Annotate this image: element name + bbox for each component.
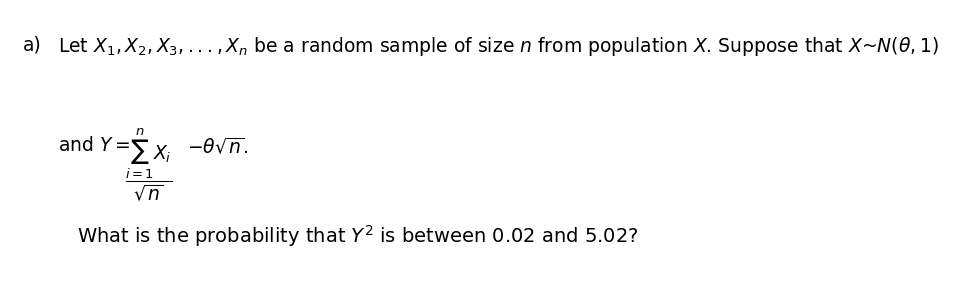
Text: $- \theta\sqrt{n}.$: $- \theta\sqrt{n}.$ <box>186 136 248 157</box>
Text: Let $X_1, X_2, X_3, ..., X_n$ be a random sample of size $n$ from population $X$: Let $X_1, X_2, X_3, ..., X_n$ be a rando… <box>58 35 939 58</box>
Text: What is the probability that $Y^2$ is between 0.02 and 5.02?: What is the probability that $Y^2$ is be… <box>77 223 639 249</box>
Text: a): a) <box>23 35 41 54</box>
Text: $\dfrac{\sum_{i=1}^{n} X_i}{\sqrt{n}}$: $\dfrac{\sum_{i=1}^{n} X_i}{\sqrt{n}}$ <box>124 127 172 203</box>
Text: and $Y = $: and $Y = $ <box>58 136 130 155</box>
